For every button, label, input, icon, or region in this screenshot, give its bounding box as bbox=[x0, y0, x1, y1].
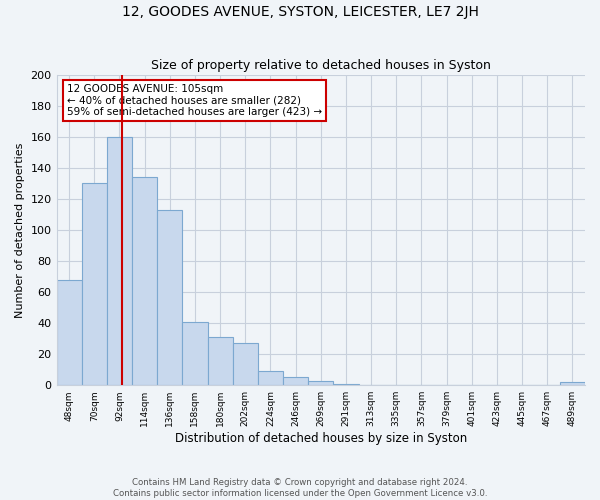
Bar bbox=[132, 177, 157, 385]
Y-axis label: Number of detached properties: Number of detached properties bbox=[15, 142, 25, 318]
Bar bbox=[334, 384, 359, 385]
X-axis label: Distribution of detached houses by size in Syston: Distribution of detached houses by size … bbox=[175, 432, 467, 445]
Title: Size of property relative to detached houses in Syston: Size of property relative to detached ho… bbox=[151, 59, 491, 72]
Bar bbox=[208, 337, 233, 385]
Bar bbox=[182, 322, 208, 385]
Bar bbox=[233, 344, 258, 385]
Bar bbox=[258, 371, 283, 385]
Bar bbox=[560, 382, 585, 385]
Bar bbox=[283, 378, 308, 385]
Text: 12 GOODES AVENUE: 105sqm
← 40% of detached houses are smaller (282)
59% of semi-: 12 GOODES AVENUE: 105sqm ← 40% of detach… bbox=[67, 84, 322, 117]
Bar bbox=[308, 380, 334, 385]
Bar bbox=[82, 184, 107, 385]
Bar bbox=[56, 280, 82, 385]
Text: 12, GOODES AVENUE, SYSTON, LEICESTER, LE7 2JH: 12, GOODES AVENUE, SYSTON, LEICESTER, LE… bbox=[122, 5, 478, 19]
Text: Contains HM Land Registry data © Crown copyright and database right 2024.
Contai: Contains HM Land Registry data © Crown c… bbox=[113, 478, 487, 498]
Bar bbox=[157, 210, 182, 385]
Bar bbox=[107, 136, 132, 385]
